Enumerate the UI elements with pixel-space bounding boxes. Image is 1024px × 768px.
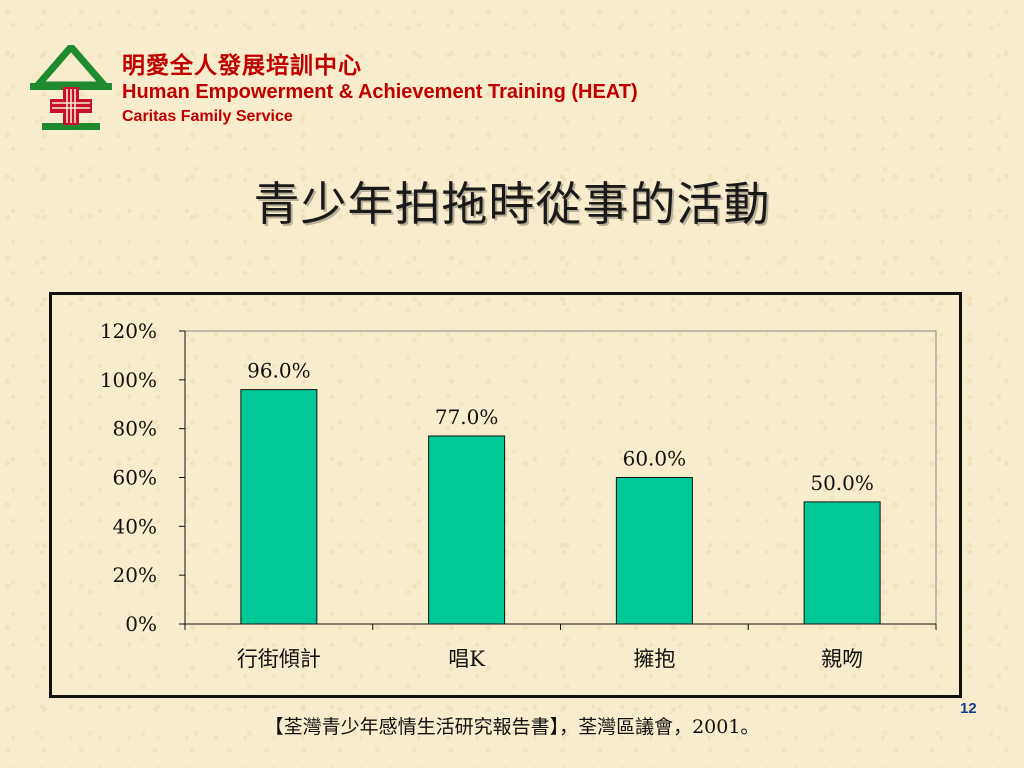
y-tick-label: 80% — [113, 417, 157, 441]
source-citation: 【荃灣青少年感情生活研究報告書】，荃灣區議會，2001。 — [264, 716, 760, 738]
org-name-en: Human Empowerment & Achievement Training… — [122, 81, 638, 103]
y-tick-label: 20% — [113, 563, 157, 587]
y-tick-label: 120% — [100, 319, 157, 343]
bar — [615, 477, 693, 625]
y-tick-label: 40% — [113, 514, 157, 538]
slide-title: 青少年拍拖時從事的活動 — [253, 177, 771, 231]
bar — [428, 435, 506, 625]
data-label: 77.0% — [435, 405, 499, 429]
category-label: 唱K — [448, 647, 485, 671]
data-label: 60.0% — [623, 447, 687, 471]
org-sub-name: Caritas Family Service — [122, 108, 293, 125]
data-label: 96.0% — [247, 359, 311, 383]
y-tick-label: 100% — [100, 368, 157, 392]
bar — [803, 501, 881, 625]
y-tick-label: 0% — [125, 612, 157, 636]
org-name-zh: 明愛全人發展培訓中心 — [122, 52, 362, 79]
category-label: 親吻 — [821, 647, 863, 671]
chart-frame: 0% 20% 40% 60% 80% 100% 120% 96.0% 行街傾計 77.0% 唱K 60… — [49, 292, 962, 698]
data-label: 50.0% — [810, 471, 874, 495]
bar — [240, 389, 318, 625]
category-label: 擁抱 — [633, 647, 675, 671]
category-label: 行街傾計 — [237, 647, 321, 671]
bar-chart: 0% 20% 40% 60% 80% 100% 120% 96.0% 行街傾計 77.0% 唱K 60… — [100, 319, 937, 671]
page-number: 12 — [960, 700, 977, 717]
y-tick-label: 60% — [113, 466, 157, 490]
caritas-logo-icon — [30, 45, 112, 130]
